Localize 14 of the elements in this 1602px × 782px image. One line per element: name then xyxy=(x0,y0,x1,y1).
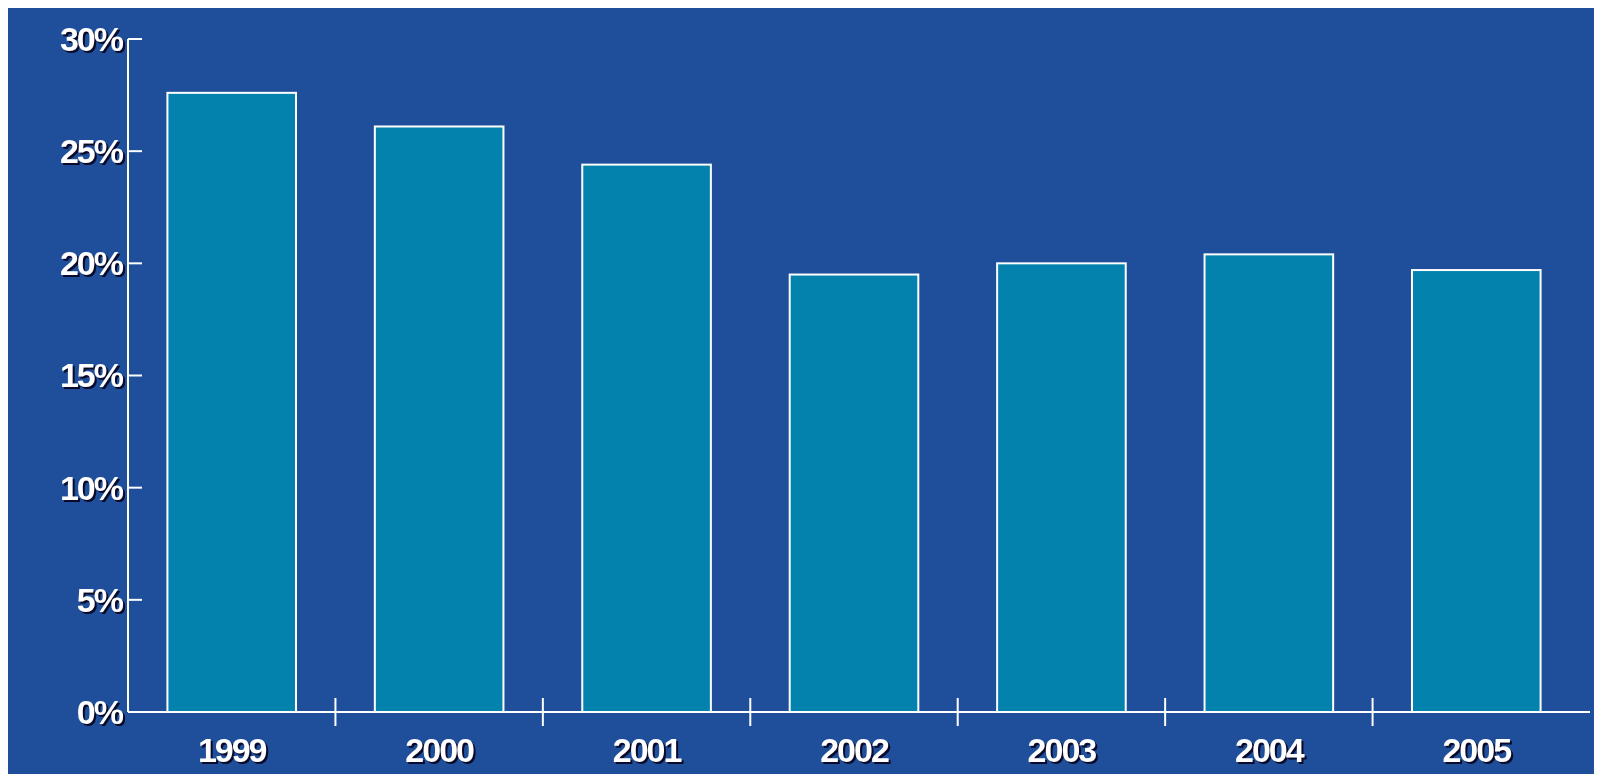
x-tick-label: 2001 xyxy=(612,731,682,769)
x-tick-label: 2005 xyxy=(1442,731,1512,769)
y-tick-label: 10% xyxy=(59,468,124,507)
y-tick-label: 20% xyxy=(59,244,124,283)
x-tick-label: 2002 xyxy=(820,731,889,769)
y-tick-label: 15% xyxy=(59,356,124,395)
x-tick-label: 1999 xyxy=(197,731,267,769)
y-tick-label: 0% xyxy=(76,692,124,731)
x-tick-label: 2000 xyxy=(405,731,475,769)
y-tick-label: 25% xyxy=(59,132,124,171)
y-tick-label: 30% xyxy=(59,19,124,58)
x-tick-label: 2004 xyxy=(1235,731,1305,769)
x-tick-label: 2003 xyxy=(1027,731,1097,769)
y-tick-label: 5% xyxy=(76,580,124,619)
